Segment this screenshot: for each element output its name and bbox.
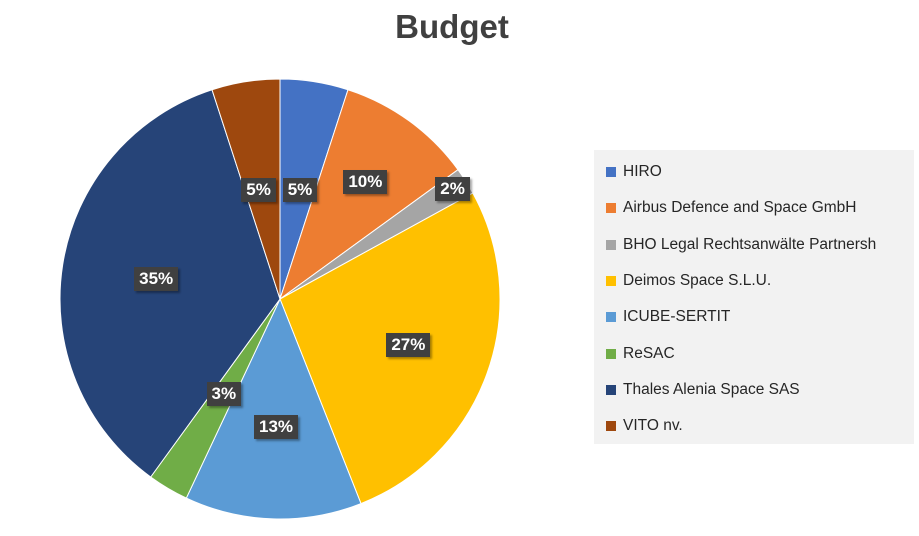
- legend-label: Airbus Defence and Space GmbH: [623, 199, 857, 217]
- chart-title: Budget: [395, 8, 509, 45]
- legend-label: ReSAC: [623, 344, 675, 362]
- legend-item: VITO nv.: [606, 416, 683, 436]
- data-label-2: 10%: [343, 169, 388, 194]
- data-label-8: 5%: [241, 178, 276, 203]
- legend-label: HIRO: [623, 163, 662, 180]
- pie-slice-5: [185, 297, 362, 520]
- data-label-3: 2%: [435, 177, 470, 202]
- legend-swatch: [606, 384, 616, 395]
- legend-item: Deimos Space S.L.U.: [606, 271, 771, 291]
- data-label-7: 35%: [134, 267, 179, 292]
- data-label-4: 27%: [386, 333, 431, 358]
- legend: HIRO Airbus Defence and Space GmbH BHO Leg…: [594, 150, 914, 444]
- legend-item: HIRO: [606, 162, 662, 182]
- legend-item: ReSAC: [606, 344, 675, 364]
- legend-label: ICUBE-SERTIT: [623, 308, 731, 326]
- legend-item: Thales Alenia Space SAS: [606, 380, 800, 400]
- legend-label: VITO nv.: [623, 417, 683, 435]
- legend-swatch: [606, 203, 616, 214]
- legend-swatch: [606, 239, 616, 250]
- legend-label: Deimos Space S.L.U.: [623, 271, 772, 289]
- legend-label: BHO Legal Rechtsanwälte Partnersh: [623, 235, 877, 253]
- legend-swatch: [606, 275, 616, 286]
- data-label-1: 5%: [282, 178, 318, 203]
- legend-swatch: [606, 312, 616, 323]
- legend-swatch: [606, 348, 616, 359]
- data-label-5: 13%: [253, 414, 299, 439]
- legend-item: Airbus Defence and Space GmbH: [606, 198, 856, 218]
- legend-swatch: [606, 421, 616, 432]
- data-label-6: 3%: [206, 381, 242, 406]
- legend-item: BHO Legal Rechtsanwälte Partnersh: [606, 235, 876, 255]
- legend-item: ICUBE-SERTIT: [606, 307, 730, 327]
- pie-slice-2: [279, 89, 459, 301]
- legend-label: Thales Alenia Space SAS: [623, 380, 800, 398]
- legend-swatch: [606, 167, 616, 177]
